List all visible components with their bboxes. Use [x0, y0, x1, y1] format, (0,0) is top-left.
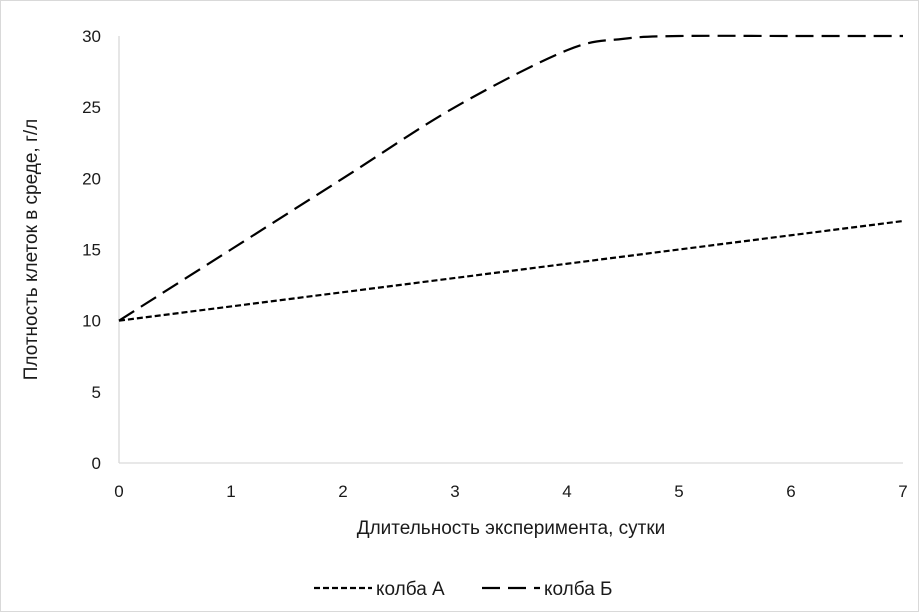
x-tick-label: 0 [114, 482, 123, 501]
legend-label-1: колба А [376, 579, 445, 600]
x-tick-label: 5 [674, 482, 683, 501]
y-tick-label: 15 [82, 241, 101, 260]
labels-group: Длительность эксперимента, сутки Плотнос… [21, 119, 665, 539]
x-tick-label: 1 [226, 482, 235, 501]
series-line-1 [118, 219, 904, 322]
x-tick-label: 7 [898, 482, 907, 501]
y-tick-label: 20 [82, 169, 101, 188]
x-tick-label: 4 [562, 482, 571, 501]
x-tick-label: 6 [786, 482, 795, 501]
y-axis-title: Плотность клеток в среде, г/л [21, 119, 42, 381]
legend-label-2: колба Б [544, 579, 613, 600]
series-group [118, 34, 904, 322]
y-tick-label: 25 [82, 98, 101, 117]
y-tick-label: 0 [92, 454, 101, 473]
x-axis-title: Длительность эксперимента, сутки [357, 518, 666, 539]
series-line-2 [118, 34, 903, 322]
y-tick-label: 5 [92, 383, 101, 402]
x-tick-label: 3 [450, 482, 459, 501]
y-tick-label: 10 [82, 312, 101, 331]
legend: колба А колба Б [314, 579, 613, 600]
axes-group: 0 5 10 15 20 25 30 0 1 2 3 4 5 6 7 [82, 27, 908, 501]
y-tick-label: 30 [82, 27, 101, 46]
x-tick-label: 2 [338, 482, 347, 501]
